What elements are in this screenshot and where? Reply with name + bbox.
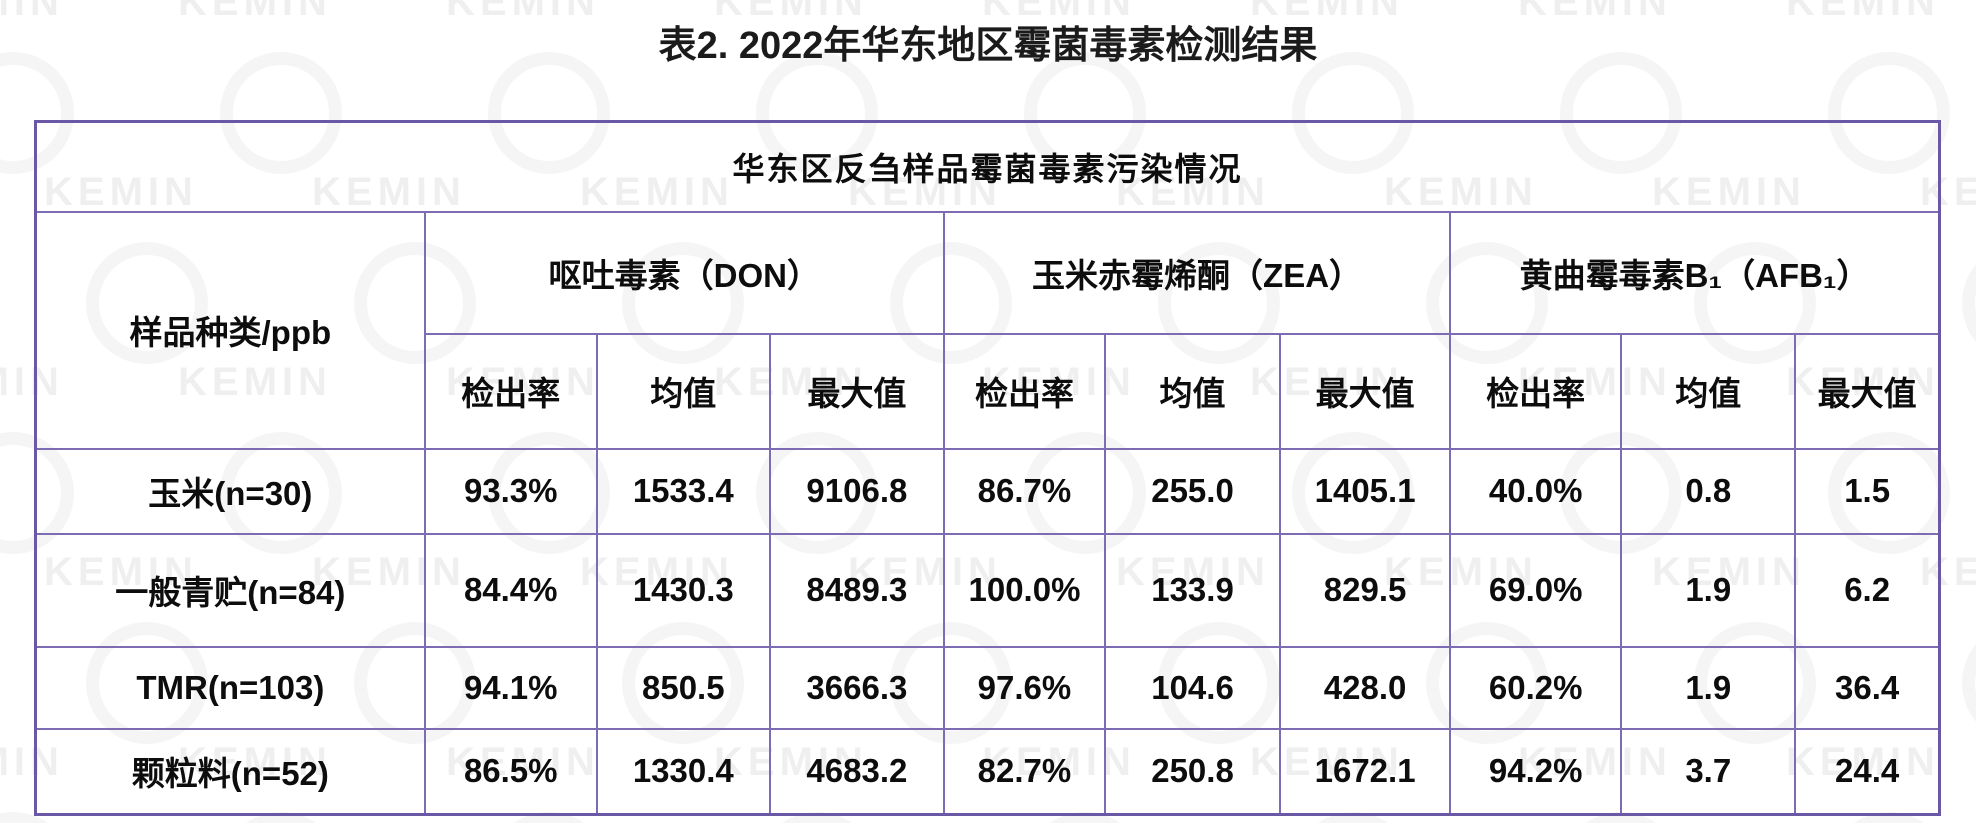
cell-value: 255.0 <box>1103 447 1282 535</box>
subheader-afb1-detect-rate: 检出率 <box>1449 332 1623 450</box>
cell-value: 428.0 <box>1279 645 1452 730</box>
page-title: 表2. 2022年华东地区霉菌毒素检测结果 <box>658 25 1318 67</box>
mycotoxin-table-wrap: 华东区反刍样品霉菌毒素污染情况 样品种类/ppb 呕吐毒素（DON） 玉米赤霉烯… <box>34 120 1941 816</box>
cell-value: 250.8 <box>1103 727 1282 816</box>
table-row-tmr: TMR(n=103) 94.1% 850.5 3666.3 97.6% 104.… <box>34 645 1941 730</box>
table-row-silage: 一般青贮(n=84) 84.4% 1430.3 8489.3 100.0% 13… <box>34 532 1941 648</box>
cell-value: 36.4 <box>1794 645 1941 730</box>
table-row-pellet: 颗粒料(n=52) 86.5% 1330.4 4683.2 82.7% 250.… <box>34 727 1941 816</box>
group-header-don: 呕吐毒素（DON） <box>423 210 945 335</box>
cell-value: 8489.3 <box>768 532 945 648</box>
cell-value: 1.9 <box>1620 645 1797 730</box>
row-label-tmr: TMR(n=103) <box>34 645 426 730</box>
cell-value: 40.0% <box>1449 447 1623 535</box>
cell-value: 24.4 <box>1794 727 1941 816</box>
cell-value: 94.1% <box>423 645 598 730</box>
subheader-zea-max: 最大值 <box>1279 332 1452 450</box>
subheader-don-max: 最大值 <box>768 332 945 450</box>
cell-value: 69.0% <box>1449 532 1623 648</box>
cell-value: 1.9 <box>1620 532 1797 648</box>
kemin-watermark-ring <box>1962 242 1976 364</box>
cell-value: 100.0% <box>942 532 1106 648</box>
cell-value: 850.5 <box>595 645 771 730</box>
cell-value: 60.2% <box>1449 645 1623 730</box>
cell-value: 133.9 <box>1103 532 1282 648</box>
group-header-afb1: 黄曲霉毒素B₁（AFB₁） <box>1449 210 1941 335</box>
kemin-watermark-ring <box>1962 622 1976 744</box>
corner-header: 样品种类/ppb <box>34 210 426 450</box>
row-label-silage: 一般青贮(n=84) <box>34 532 426 648</box>
cell-value: 0.8 <box>1620 447 1797 535</box>
cell-value: 84.4% <box>423 532 598 648</box>
subheader-zea-mean: 均值 <box>1103 332 1282 450</box>
cell-value: 6.2 <box>1794 532 1941 648</box>
cell-value: 104.6 <box>1103 645 1282 730</box>
subheader-afb1-mean: 均值 <box>1620 332 1797 450</box>
cell-value: 82.7% <box>942 727 1106 816</box>
group-header-row: 样品种类/ppb 呕吐毒素（DON） 玉米赤霉烯酮（ZEA） 黄曲霉毒素B₁（A… <box>34 210 1941 450</box>
sub-header-row: 检出率 均值 最大值 检出率 均值 最大值 检出率 均值 最大值 <box>36 332 1941 450</box>
row-label-pellet: 颗粒料(n=52) <box>34 727 426 816</box>
row-label-corn: 玉米(n=30) <box>34 447 426 535</box>
mycotoxin-table: 华东区反刍样品霉菌毒素污染情况 样品种类/ppb 呕吐毒素（DON） 玉米赤霉烯… <box>34 120 1941 816</box>
cell-value: 3666.3 <box>768 645 945 730</box>
cell-value: 93.3% <box>423 447 598 535</box>
group-header-zea: 玉米赤霉烯酮（ZEA） <box>942 210 1452 335</box>
cell-value: 97.6% <box>942 645 1106 730</box>
cell-value: 1330.4 <box>595 727 771 816</box>
subheader-zea-detect-rate: 检出率 <box>942 332 1106 450</box>
subheader-afb1-max: 最大值 <box>1794 332 1941 450</box>
cell-value: 86.5% <box>423 727 598 816</box>
banner-row: 华东区反刍样品霉菌毒素污染情况 <box>34 120 1941 213</box>
cell-value: 1533.4 <box>595 447 771 535</box>
cell-value: 1.5 <box>1794 447 1941 535</box>
cell-value: 1672.1 <box>1279 727 1452 816</box>
cell-value: 1405.1 <box>1279 447 1452 535</box>
cell-value: 3.7 <box>1620 727 1797 816</box>
cell-value: 1430.3 <box>595 532 771 648</box>
cell-value: 9106.8 <box>768 447 945 535</box>
subheader-don-mean: 均值 <box>595 332 771 450</box>
table-row-corn: 玉米(n=30) 93.3% 1533.4 9106.8 86.7% 255.0… <box>34 447 1941 535</box>
cell-value: 829.5 <box>1279 532 1452 648</box>
cell-value: 94.2% <box>1449 727 1623 816</box>
subheader-don-detect-rate: 检出率 <box>423 332 598 450</box>
cell-value: 4683.2 <box>768 727 945 816</box>
table-banner-title: 华东区反刍样品霉菌毒素污染情况 <box>34 120 1941 213</box>
cell-value: 86.7% <box>942 447 1106 535</box>
